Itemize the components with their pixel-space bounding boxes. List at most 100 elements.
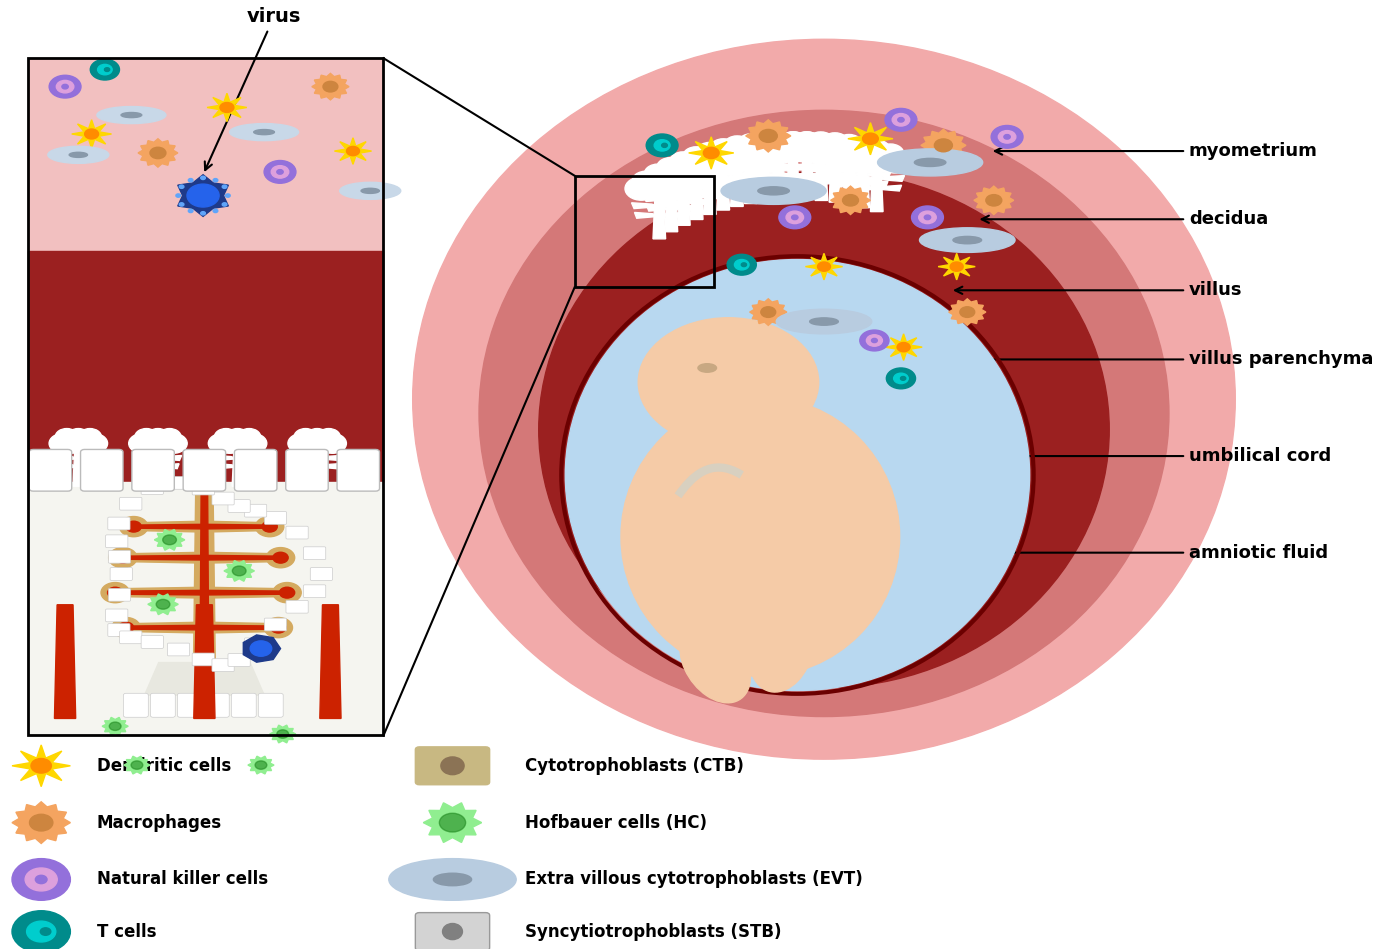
Polygon shape [921, 129, 966, 162]
Circle shape [876, 144, 904, 163]
FancyBboxPatch shape [265, 618, 287, 631]
Circle shape [101, 582, 129, 602]
Circle shape [311, 433, 339, 453]
Circle shape [764, 134, 792, 153]
Circle shape [851, 150, 883, 173]
Circle shape [847, 146, 879, 169]
Polygon shape [312, 453, 322, 486]
Circle shape [735, 259, 749, 270]
Polygon shape [204, 556, 280, 560]
Polygon shape [736, 161, 759, 166]
Circle shape [57, 433, 84, 453]
Polygon shape [672, 193, 697, 199]
Circle shape [647, 170, 679, 193]
Circle shape [650, 163, 682, 186]
FancyBboxPatch shape [141, 636, 164, 648]
Polygon shape [683, 199, 708, 204]
Polygon shape [724, 174, 750, 180]
Polygon shape [876, 176, 904, 181]
Polygon shape [843, 166, 855, 204]
Circle shape [703, 147, 720, 159]
Polygon shape [749, 299, 787, 325]
FancyBboxPatch shape [150, 694, 175, 717]
Circle shape [778, 132, 806, 152]
Polygon shape [885, 333, 923, 360]
Circle shape [850, 140, 876, 160]
Polygon shape [773, 162, 785, 200]
Circle shape [115, 552, 130, 563]
Polygon shape [238, 447, 256, 452]
Circle shape [225, 194, 230, 198]
Polygon shape [757, 154, 778, 161]
Circle shape [673, 170, 706, 193]
Circle shape [78, 428, 101, 445]
Polygon shape [750, 167, 778, 173]
FancyBboxPatch shape [234, 449, 277, 491]
Circle shape [991, 125, 1023, 148]
Circle shape [865, 146, 897, 169]
Circle shape [808, 133, 834, 152]
Polygon shape [697, 183, 724, 189]
Circle shape [710, 147, 736, 166]
Circle shape [797, 139, 829, 162]
Circle shape [112, 618, 140, 637]
Polygon shape [724, 164, 745, 170]
Circle shape [119, 517, 148, 537]
Polygon shape [200, 492, 209, 662]
Circle shape [273, 552, 288, 563]
Polygon shape [134, 455, 158, 461]
Circle shape [763, 138, 795, 162]
Circle shape [717, 142, 749, 165]
Text: myometrium: myometrium [995, 142, 1317, 160]
Circle shape [55, 428, 78, 445]
Polygon shape [218, 447, 238, 452]
FancyBboxPatch shape [259, 694, 283, 717]
Ellipse shape [914, 159, 946, 166]
Polygon shape [850, 159, 871, 164]
FancyBboxPatch shape [123, 694, 148, 717]
Polygon shape [792, 163, 820, 169]
Circle shape [918, 211, 937, 223]
Circle shape [781, 138, 813, 162]
Polygon shape [727, 177, 750, 183]
Polygon shape [204, 524, 270, 529]
Circle shape [743, 142, 776, 165]
Ellipse shape [721, 178, 826, 204]
Circle shape [680, 158, 713, 180]
FancyBboxPatch shape [228, 654, 251, 666]
Circle shape [676, 153, 708, 176]
Polygon shape [974, 186, 1014, 215]
Circle shape [773, 138, 805, 161]
Circle shape [214, 428, 238, 445]
Circle shape [727, 255, 756, 276]
Circle shape [739, 144, 771, 168]
Circle shape [126, 522, 141, 532]
Circle shape [213, 209, 218, 213]
Ellipse shape [230, 124, 298, 141]
Polygon shape [140, 447, 158, 452]
Circle shape [795, 138, 827, 161]
Polygon shape [652, 200, 665, 238]
Polygon shape [204, 552, 280, 563]
Ellipse shape [442, 923, 462, 940]
Circle shape [809, 138, 841, 161]
Polygon shape [701, 164, 724, 170]
Circle shape [960, 307, 974, 317]
Circle shape [724, 136, 750, 155]
Polygon shape [224, 560, 255, 581]
Polygon shape [724, 183, 748, 189]
Polygon shape [647, 205, 672, 211]
Circle shape [134, 428, 158, 445]
FancyBboxPatch shape [105, 609, 127, 622]
Polygon shape [115, 587, 204, 598]
Polygon shape [841, 162, 864, 168]
Circle shape [645, 171, 673, 191]
Circle shape [736, 139, 764, 158]
Circle shape [109, 722, 120, 731]
FancyBboxPatch shape [304, 585, 326, 598]
Circle shape [864, 144, 890, 163]
Ellipse shape [809, 318, 839, 325]
Circle shape [867, 334, 882, 346]
Circle shape [855, 146, 889, 169]
FancyBboxPatch shape [245, 504, 267, 517]
